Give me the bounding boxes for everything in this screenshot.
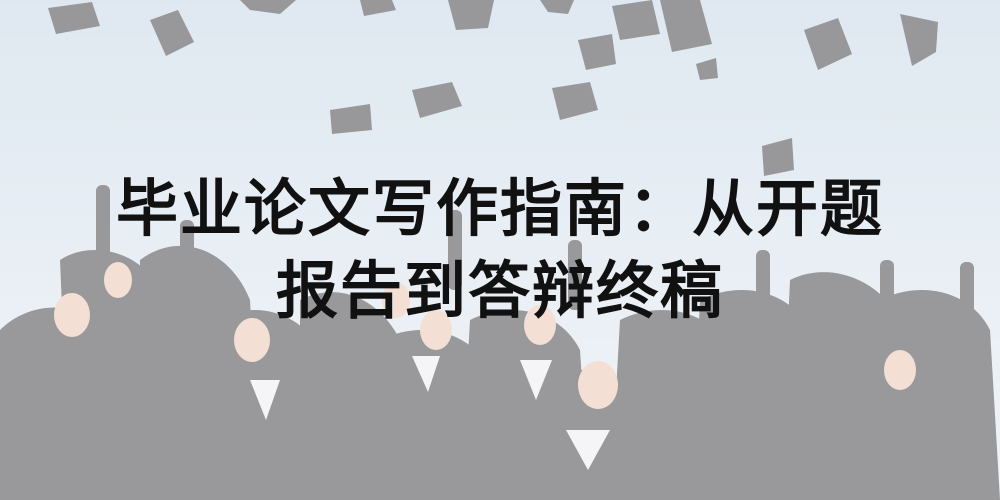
title-line-1: 毕业论文写作指南：从开题 bbox=[115, 172, 884, 245]
banner-title: 毕业论文写作指南：从开题 报告到答辩终稿 bbox=[0, 168, 1000, 332]
title-line-2: 报告到答辩终稿 bbox=[275, 254, 724, 327]
